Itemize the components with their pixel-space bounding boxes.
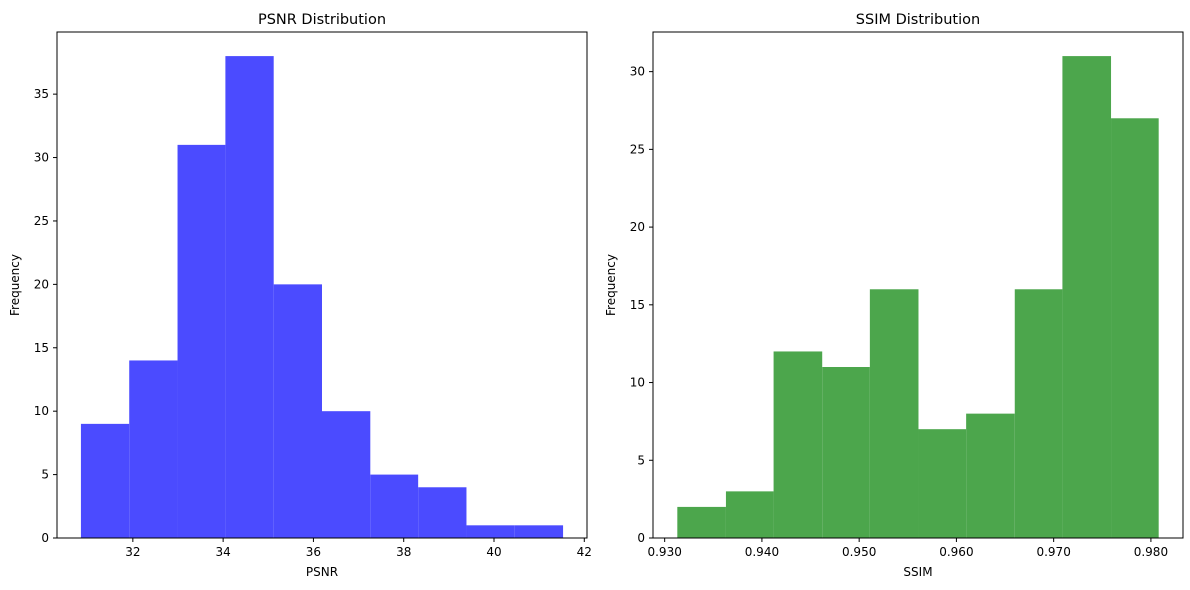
psnr-chart-title: PSNR Distribution [258, 12, 386, 28]
ssim-y-tick-label-3: 15 [630, 298, 645, 312]
ssim-y-tick-label-6: 30 [630, 65, 645, 79]
psnr-bar-8 [466, 525, 515, 538]
ssim-x-tick-label-5: 0.980 [1134, 545, 1168, 559]
ssim-y-tick-label-4: 20 [630, 220, 645, 234]
ssim-axes-frame [652, 31, 1184, 539]
psnr-bar-7 [418, 487, 467, 538]
psnr-bar-5 [322, 411, 371, 538]
ssim-x-tick-label-3: 0.960 [939, 545, 973, 559]
psnr-axes-frame [56, 31, 588, 539]
psnr-x-tick-label-3: 38 [396, 545, 411, 559]
ssim-bar-8 [1062, 56, 1112, 538]
psnr-bar-2 [177, 144, 226, 538]
psnr-x-axis-label: PSNR [306, 565, 338, 579]
ssim-bar-3 [822, 367, 870, 538]
ssim-bar-7 [1014, 289, 1063, 538]
ssim-x-tick-label-2: 0.950 [842, 545, 876, 559]
psnr-bar-3 [225, 56, 274, 538]
ssim-histogram-chart: 0.930 0.940 0.950 0.960 0.970 0.980 0 5 10 15 20 25… [604, 12, 1184, 579]
psnr-bar-9 [514, 525, 564, 538]
psnr-bar-6 [370, 474, 419, 538]
ssim-bar-9 [1111, 118, 1159, 539]
psnr-y-tick-label-4: 20 [34, 277, 49, 291]
psnr-y-tick-label-5: 25 [34, 214, 49, 228]
psnr-y-tick-label-0: 0 [41, 531, 49, 545]
psnr-bar-1 [129, 360, 178, 538]
ssim-x-tick-label-1: 0.940 [745, 545, 779, 559]
psnr-x-tick-label-2: 36 [306, 545, 321, 559]
ssim-bar-1 [725, 491, 774, 538]
psnr-x-tick-label-0: 32 [125, 545, 140, 559]
ssim-bar-2 [773, 351, 823, 538]
ssim-chart-title: SSIM Distribution [856, 12, 980, 28]
ssim-y-axis-label: Frequency [604, 254, 618, 316]
ssim-y-tick-label-2: 10 [630, 376, 645, 390]
psnr-y-tick-label-7: 35 [34, 87, 49, 101]
ssim-bar-0 [677, 506, 726, 538]
ssim-y-tick-label-5: 25 [630, 142, 645, 156]
psnr-y-axis-label: Frequency [8, 254, 22, 316]
ssim-x-tick-label-4: 0.970 [1036, 545, 1070, 559]
psnr-bar-4 [273, 284, 322, 538]
psnr-x-tick-label-4: 40 [486, 545, 501, 559]
ssim-x-tick-label-0: 0.930 [647, 545, 681, 559]
ssim-bar-5 [918, 429, 967, 538]
ssim-x-axis-label: SSIM [903, 565, 932, 579]
psnr-y-tick-label-6: 30 [34, 151, 49, 165]
psnr-histogram-chart: 32 34 36 38 40 42 0 5 10 15 20 25 30 35 PSNR Distribut… [8, 12, 592, 579]
psnr-y-tick-label-1: 5 [41, 468, 49, 482]
psnr-y-tick-label-3: 15 [34, 341, 49, 355]
ssim-y-tick-label-0: 0 [637, 531, 645, 545]
psnr-x-tick-label-5: 42 [577, 545, 592, 559]
ssim-bar-4 [869, 289, 919, 538]
psnr-x-tick-label-1: 34 [215, 545, 230, 559]
psnr-bar-0 [80, 423, 130, 538]
ssim-y-tick-label-1: 5 [637, 453, 645, 467]
psnr-y-tick-label-2: 10 [34, 404, 49, 418]
ssim-bar-6 [966, 413, 1015, 538]
